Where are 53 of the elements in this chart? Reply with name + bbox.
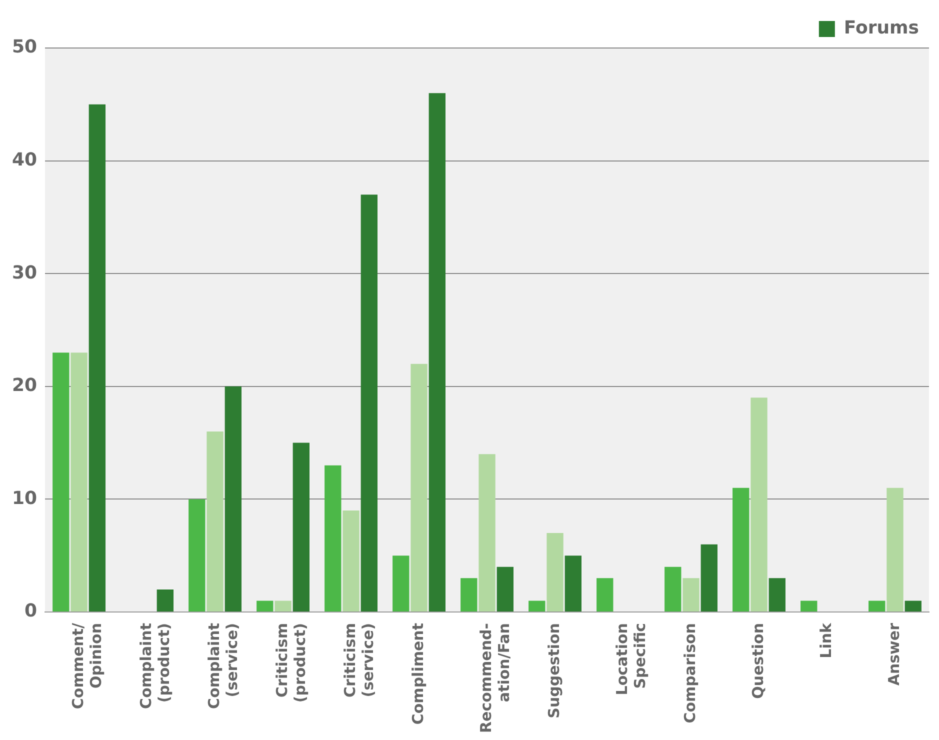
bar xyxy=(188,499,206,612)
x-tick-label: Suggestion xyxy=(544,623,563,718)
x-tick-label: Complaint (product) xyxy=(136,623,173,709)
x-tick-label: Comparison xyxy=(680,623,699,724)
bar xyxy=(256,600,274,612)
bar xyxy=(292,442,310,612)
x-tick-label: Criticism (service) xyxy=(340,623,377,698)
bar xyxy=(156,589,174,612)
y-tick-label: 0 xyxy=(24,600,38,622)
x-tick-label: Criticism (product) xyxy=(272,623,309,703)
bar xyxy=(342,510,360,612)
bar xyxy=(732,488,750,612)
bar xyxy=(800,600,818,612)
y-tick-label: 30 xyxy=(12,262,38,284)
bar xyxy=(564,556,582,612)
x-tick-label: Answer xyxy=(884,622,903,686)
bar xyxy=(324,465,342,612)
y-tick-label: 20 xyxy=(12,375,38,396)
bar xyxy=(274,600,292,612)
x-tick-label: Compliment xyxy=(408,623,427,725)
bar xyxy=(682,578,700,612)
bar xyxy=(410,364,428,612)
x-tick-label: Link xyxy=(816,622,835,658)
bar xyxy=(206,432,224,612)
bar xyxy=(886,488,904,612)
bar xyxy=(700,544,718,612)
x-tick-label: Recommend- ation/Fan xyxy=(476,623,513,734)
bar xyxy=(496,566,514,612)
bar xyxy=(904,600,922,612)
bar xyxy=(596,578,614,612)
bar xyxy=(224,386,242,612)
bar xyxy=(360,194,378,612)
bar xyxy=(392,556,410,612)
bar xyxy=(70,352,88,612)
x-tick-label: Complaint (service) xyxy=(204,623,241,709)
bar xyxy=(428,93,446,612)
bar xyxy=(460,578,478,612)
bar xyxy=(52,352,70,612)
bar xyxy=(664,566,682,612)
legend-label: Forums xyxy=(844,18,919,39)
x-tick-label: Location Specific xyxy=(612,623,649,696)
bar xyxy=(528,600,546,612)
bar xyxy=(546,533,564,612)
bar xyxy=(478,454,496,612)
bar xyxy=(768,578,786,612)
y-tick-label: 50 xyxy=(12,36,38,58)
x-tick-label: Comment/ Opinion xyxy=(68,622,105,710)
bar xyxy=(88,104,106,612)
bar xyxy=(868,600,886,612)
y-tick-label: 40 xyxy=(12,149,38,170)
bar xyxy=(750,398,768,612)
x-tick-label: Question xyxy=(748,623,767,699)
y-tick-label: 10 xyxy=(12,488,38,509)
